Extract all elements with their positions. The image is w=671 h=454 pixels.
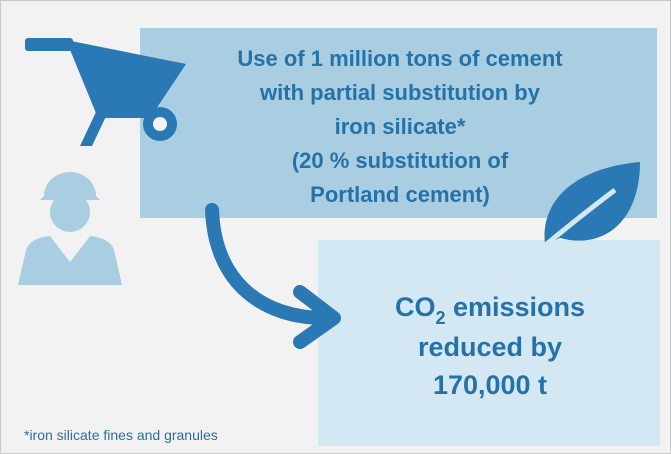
- worker-icon: [18, 172, 122, 285]
- result-box: [318, 240, 660, 446]
- source-line: Use of 1 million tons of cement: [237, 46, 563, 71]
- result-subscript: 2: [435, 308, 445, 328]
- result-co: CO: [395, 292, 436, 322]
- leaf-icon: [528, 162, 640, 260]
- arrow: [205, 203, 341, 349]
- footnote: *iron silicate fines and granules: [24, 427, 218, 443]
- source-line: with partial substitution by: [259, 80, 541, 105]
- result-line: reduced by: [418, 332, 562, 362]
- result-line: CO2 emissions: [395, 292, 585, 328]
- wheelbarrow-icon: [25, 38, 186, 146]
- source-line: iron silicate*: [335, 114, 466, 139]
- source-line: Portland cement): [310, 182, 490, 207]
- source-line: (20 % substitution of: [292, 148, 509, 173]
- result-rest: emissions: [445, 292, 585, 322]
- result-line: 170,000 t: [433, 370, 547, 400]
